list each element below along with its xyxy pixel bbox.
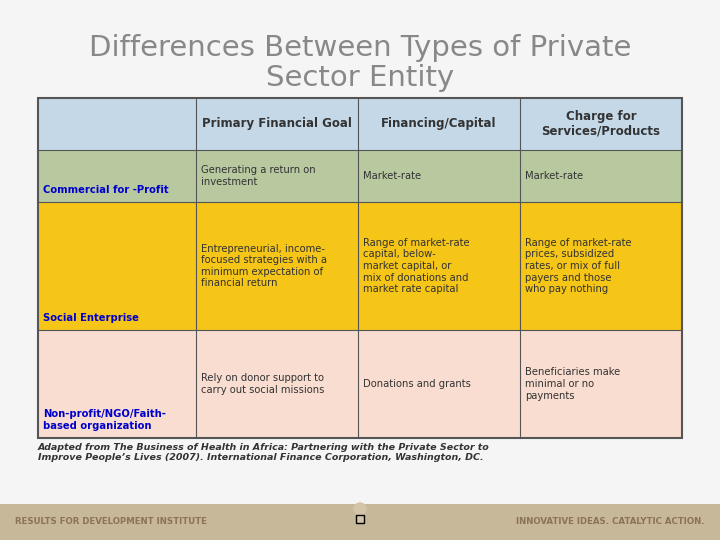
Text: Donations and grants: Donations and grants (363, 379, 471, 389)
Text: Market-rate: Market-rate (363, 171, 421, 181)
Bar (38, 202, 682, 330)
Text: Charge for
Services/Products: Charge for Services/Products (541, 110, 660, 138)
Text: Range of market-rate
prices, subsidized
rates, or mix of full
payers and those
w: Range of market-rate prices, subsidized … (525, 238, 631, 294)
Text: Commercial for -Profit: Commercial for -Profit (43, 185, 168, 195)
Text: Market-rate: Market-rate (525, 171, 583, 181)
Bar (0, 504, 720, 540)
Bar (38, 98, 682, 438)
Text: INNOVATIVE IDEAS. CATALYTIC ACTION.: INNOVATIVE IDEAS. CATALYTIC ACTION. (516, 517, 705, 526)
Text: Beneficiaries make
minimal or no
payments: Beneficiaries make minimal or no payment… (525, 367, 620, 401)
Text: Rely on donor support to
carry out social missions: Rely on donor support to carry out socia… (201, 373, 325, 395)
Bar (38, 98, 682, 150)
Circle shape (354, 503, 366, 515)
Text: Generating a return on
investment: Generating a return on investment (201, 165, 315, 187)
Text: Adapted from The Business of Health in Africa: Partnering with the Private Secto: Adapted from The Business of Health in A… (38, 443, 490, 462)
Text: Social Enterprise: Social Enterprise (43, 313, 139, 323)
Bar (38, 330, 682, 438)
Text: Entrepreneurial, income-
focused strategies with a
minimum expectation of
financ: Entrepreneurial, income- focused strateg… (201, 244, 327, 288)
FancyArrow shape (356, 515, 364, 523)
Bar (38, 150, 682, 202)
Text: Differences Between Types of Private: Differences Between Types of Private (89, 34, 631, 62)
Text: Primary Financial Goal: Primary Financial Goal (202, 118, 352, 131)
Text: Financing/Capital: Financing/Capital (382, 118, 497, 131)
Text: Range of market-rate
capital, below-
market capital, or
mix of donations and
mar: Range of market-rate capital, below- mar… (363, 238, 469, 294)
Text: Non-profit/NGO/Faith-
based organization: Non-profit/NGO/Faith- based organization (43, 409, 166, 431)
Text: RESULTS FOR DEVELOPMENT INSTITUTE: RESULTS FOR DEVELOPMENT INSTITUTE (15, 517, 207, 526)
Text: Sector Entity: Sector Entity (266, 64, 454, 92)
